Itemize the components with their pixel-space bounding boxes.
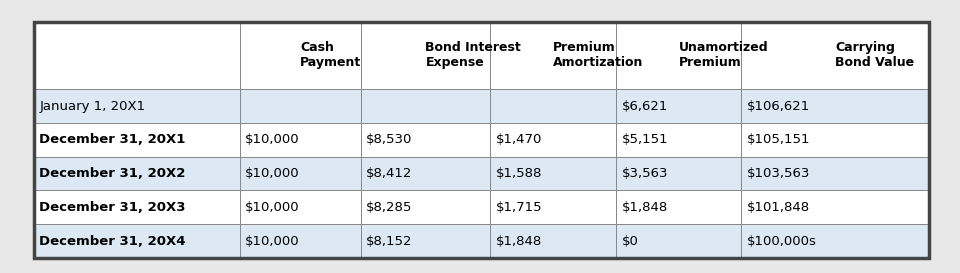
Text: $10,000: $10,000 bbox=[246, 133, 300, 146]
Text: December 31, 20X2: December 31, 20X2 bbox=[39, 167, 185, 180]
Text: $1,848: $1,848 bbox=[621, 201, 668, 214]
Text: $5,151: $5,151 bbox=[621, 133, 668, 146]
Text: December 31, 20X4: December 31, 20X4 bbox=[39, 235, 186, 248]
Text: $8,412: $8,412 bbox=[367, 167, 413, 180]
Text: $10,000: $10,000 bbox=[246, 201, 300, 214]
Text: $101,848: $101,848 bbox=[747, 201, 810, 214]
Text: $8,285: $8,285 bbox=[367, 201, 413, 214]
Text: Carrying
Bond Value: Carrying Bond Value bbox=[835, 41, 914, 70]
Text: $1,715: $1,715 bbox=[496, 201, 542, 214]
Text: $0: $0 bbox=[621, 235, 638, 248]
Text: $1,588: $1,588 bbox=[496, 167, 542, 180]
Text: $10,000: $10,000 bbox=[246, 167, 300, 180]
Text: $6,621: $6,621 bbox=[621, 100, 668, 112]
Text: $10,000: $10,000 bbox=[246, 235, 300, 248]
Text: December 31, 20X3: December 31, 20X3 bbox=[39, 201, 186, 214]
Text: January 1, 20X1: January 1, 20X1 bbox=[39, 100, 146, 112]
Text: Cash
Payment: Cash Payment bbox=[300, 41, 361, 70]
Text: $100,000s: $100,000s bbox=[747, 235, 817, 248]
Text: December 31, 20X1: December 31, 20X1 bbox=[39, 133, 185, 146]
Text: $103,563: $103,563 bbox=[747, 167, 810, 180]
Text: $106,621: $106,621 bbox=[747, 100, 810, 112]
Text: $105,151: $105,151 bbox=[747, 133, 810, 146]
Text: $8,530: $8,530 bbox=[367, 133, 413, 146]
Text: Bond Interest
Expense: Bond Interest Expense bbox=[425, 41, 521, 70]
Text: $1,470: $1,470 bbox=[496, 133, 542, 146]
Text: $1,848: $1,848 bbox=[496, 235, 542, 248]
Text: $8,152: $8,152 bbox=[367, 235, 413, 248]
Text: Premium
Amortization: Premium Amortization bbox=[553, 41, 643, 70]
Text: Unamortized
Premium: Unamortized Premium bbox=[679, 41, 768, 70]
Text: $3,563: $3,563 bbox=[621, 167, 668, 180]
